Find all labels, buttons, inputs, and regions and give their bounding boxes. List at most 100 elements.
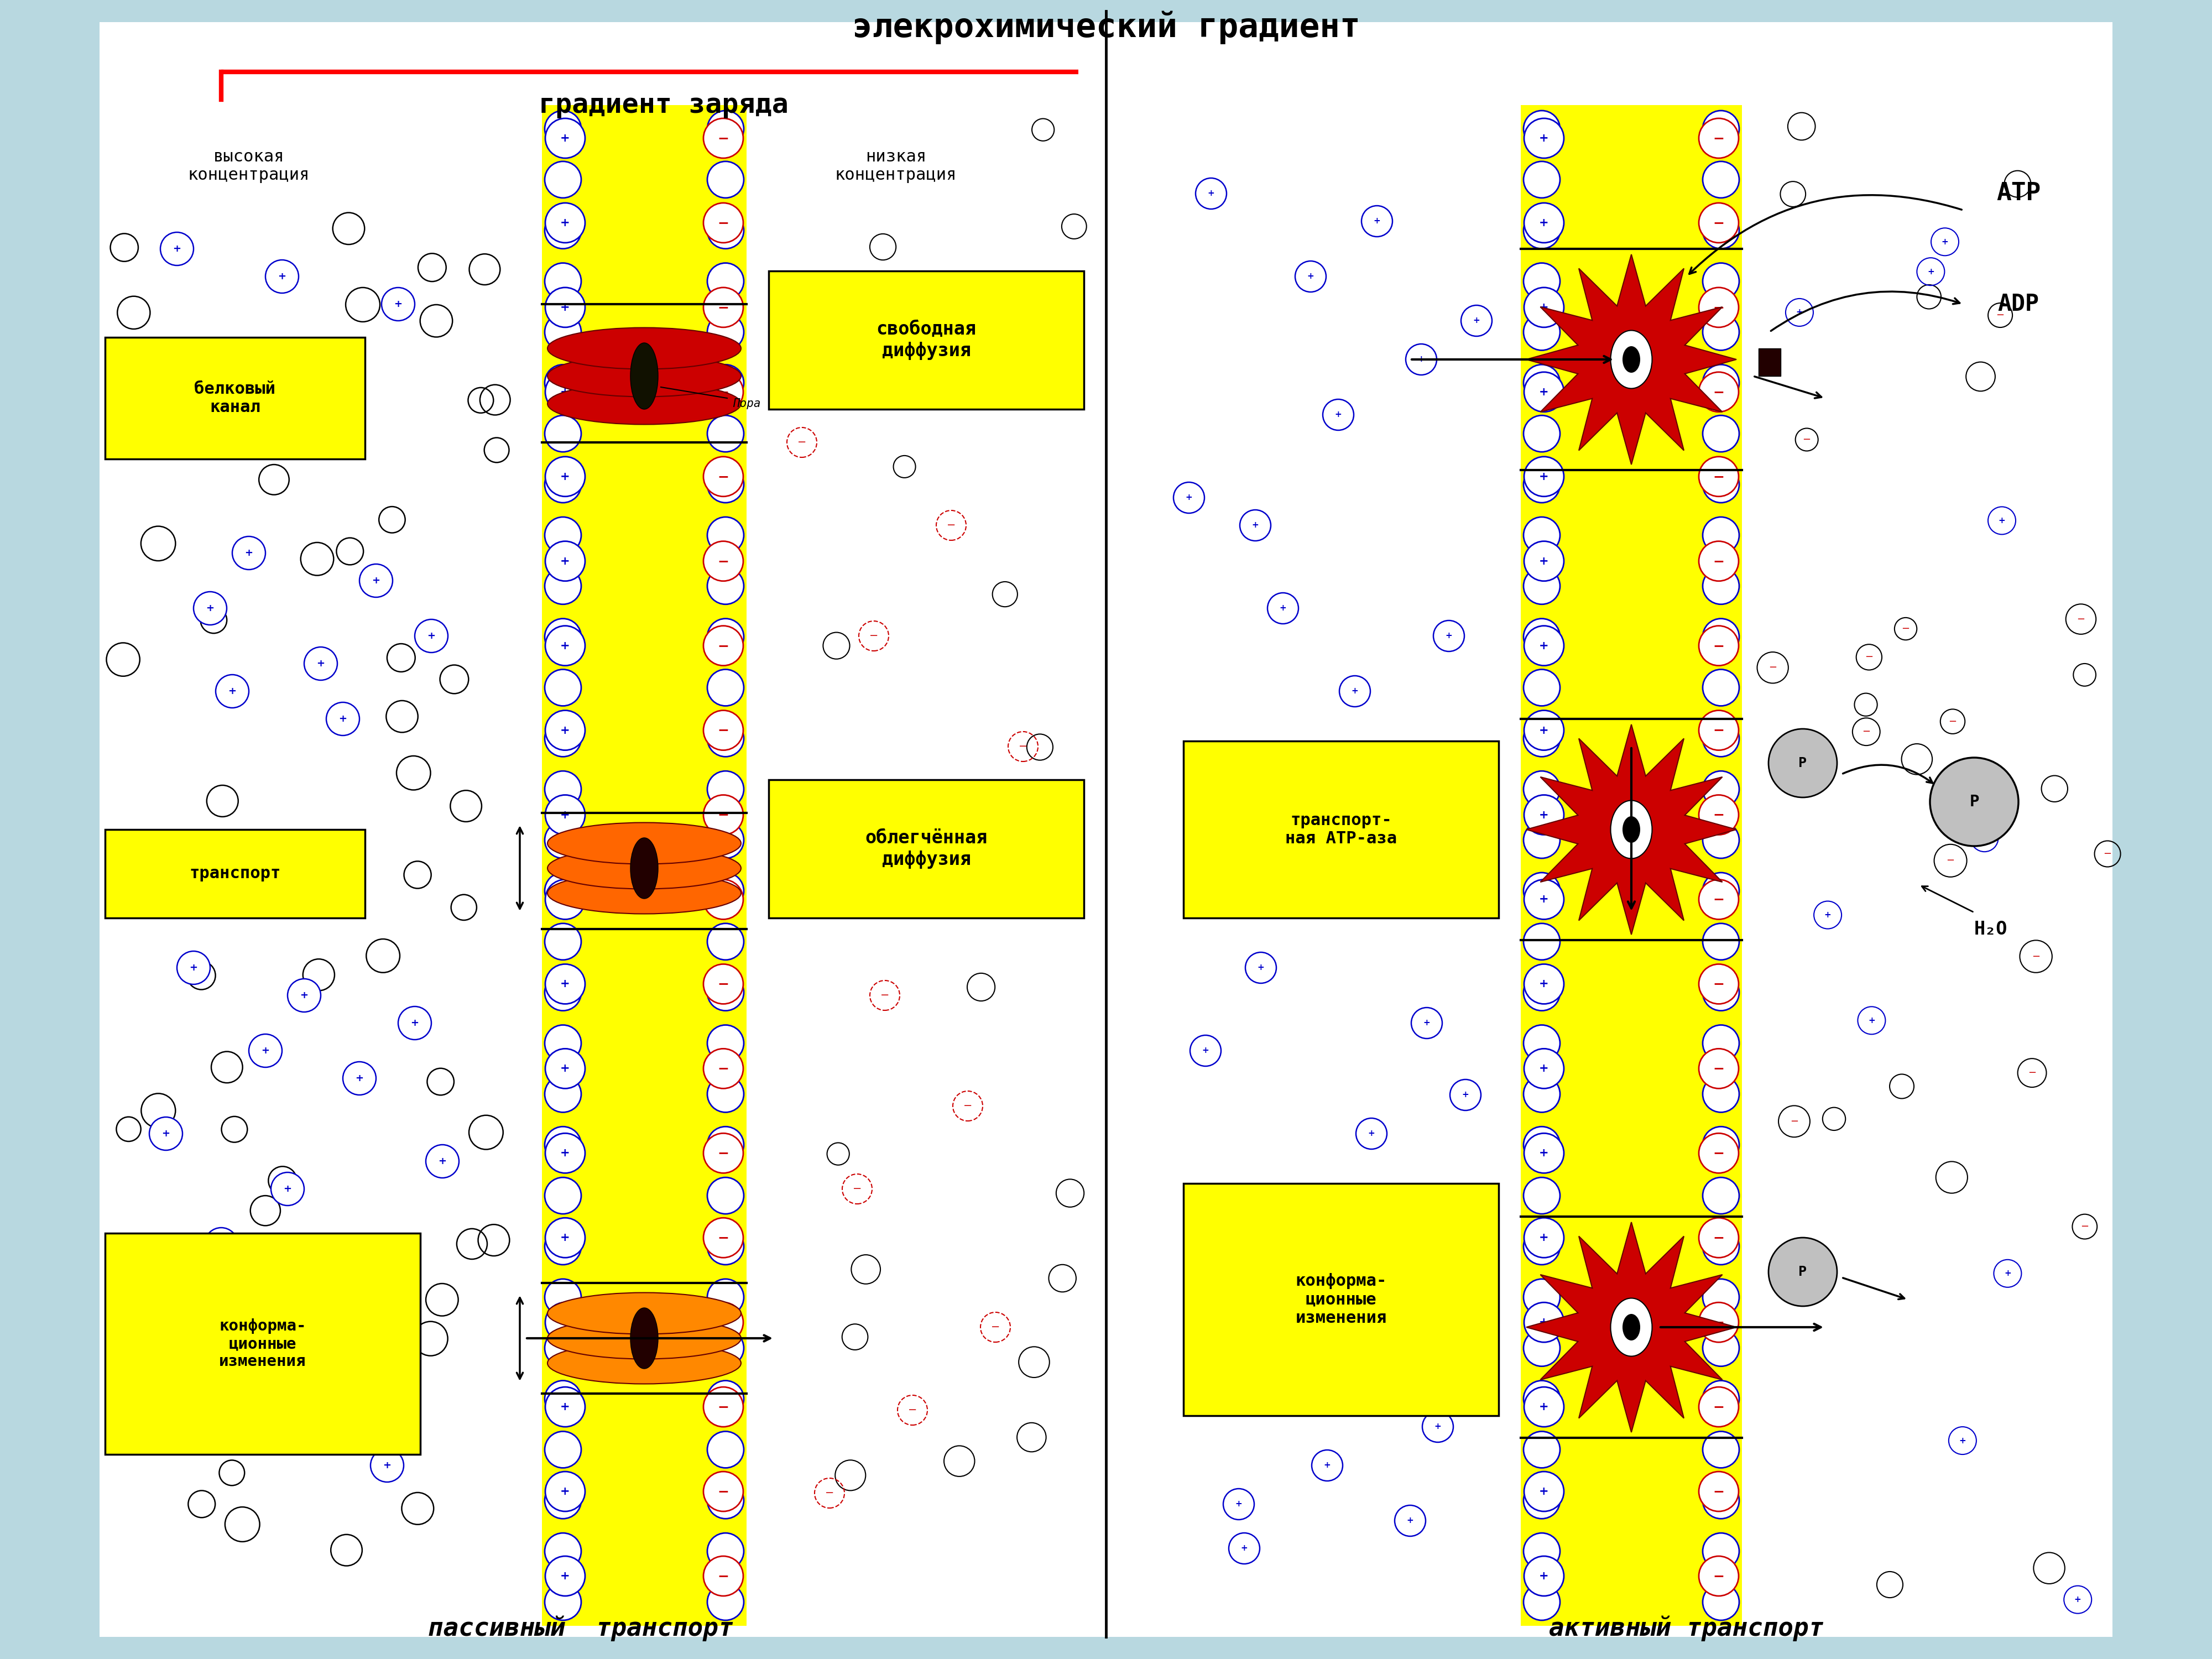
- Text: активный транспорт: активный транспорт: [1548, 1616, 1825, 1641]
- Circle shape: [1524, 264, 1559, 300]
- Circle shape: [1524, 1472, 1564, 1511]
- Circle shape: [703, 456, 743, 496]
- Text: −: −: [1863, 727, 1871, 737]
- Text: −: −: [1947, 856, 1955, 866]
- Circle shape: [544, 466, 582, 503]
- Circle shape: [544, 924, 582, 961]
- FancyBboxPatch shape: [106, 830, 365, 917]
- Text: +: +: [261, 1045, 270, 1055]
- Ellipse shape: [1624, 347, 1641, 373]
- Text: +: +: [338, 713, 347, 723]
- Text: Пора: Пора: [732, 398, 761, 410]
- Circle shape: [1524, 111, 1559, 148]
- Circle shape: [1524, 161, 1559, 197]
- Circle shape: [305, 647, 336, 680]
- Circle shape: [1703, 1481, 1739, 1518]
- Text: P: P: [1969, 795, 1980, 810]
- Circle shape: [1524, 771, 1559, 808]
- Circle shape: [1703, 1432, 1739, 1468]
- Text: высокая
концентрация: высокая концентрация: [188, 149, 310, 182]
- Circle shape: [546, 118, 584, 158]
- Circle shape: [544, 567, 582, 604]
- Text: +: +: [1473, 317, 1480, 325]
- Circle shape: [1524, 720, 1559, 757]
- Text: +: +: [279, 272, 285, 282]
- FancyBboxPatch shape: [106, 337, 365, 460]
- Text: +: +: [1418, 355, 1425, 363]
- Text: −: −: [1712, 723, 1725, 737]
- Text: −: −: [852, 1185, 863, 1194]
- Circle shape: [708, 924, 743, 961]
- Circle shape: [1703, 974, 1739, 1010]
- Ellipse shape: [549, 1317, 741, 1359]
- Text: −: −: [1712, 808, 1725, 821]
- Circle shape: [544, 1279, 582, 1316]
- Circle shape: [398, 1007, 431, 1040]
- Circle shape: [703, 964, 743, 1004]
- Circle shape: [288, 979, 321, 1012]
- Text: +: +: [1997, 516, 2006, 524]
- Circle shape: [544, 365, 582, 401]
- Circle shape: [703, 795, 743, 834]
- Circle shape: [1699, 1387, 1739, 1427]
- Ellipse shape: [630, 838, 659, 899]
- Circle shape: [544, 314, 582, 350]
- Text: −: −: [1712, 1062, 1725, 1075]
- Circle shape: [544, 974, 582, 1010]
- Circle shape: [1524, 873, 1559, 909]
- Ellipse shape: [630, 343, 659, 410]
- Circle shape: [703, 1302, 743, 1342]
- Text: +: +: [217, 1239, 226, 1249]
- Text: +: +: [1942, 237, 1949, 246]
- Circle shape: [1703, 1331, 1739, 1367]
- Circle shape: [195, 592, 228, 625]
- Text: −: −: [1712, 1485, 1725, 1498]
- Circle shape: [546, 1387, 584, 1427]
- Text: +: +: [1540, 471, 1548, 483]
- FancyBboxPatch shape: [1183, 742, 1500, 917]
- Circle shape: [1524, 372, 1564, 411]
- Text: +: +: [560, 556, 571, 567]
- Text: +: +: [228, 687, 237, 697]
- Circle shape: [1524, 964, 1564, 1004]
- Ellipse shape: [549, 848, 741, 889]
- Circle shape: [204, 1228, 239, 1261]
- Circle shape: [708, 111, 743, 148]
- Text: −: −: [1995, 310, 2004, 320]
- Circle shape: [1524, 212, 1559, 249]
- Circle shape: [1703, 1025, 1739, 1062]
- Text: P: P: [1798, 1266, 1807, 1279]
- Circle shape: [1699, 541, 1739, 581]
- Text: −: −: [717, 469, 730, 483]
- Text: +: +: [1374, 217, 1380, 226]
- Circle shape: [1703, 111, 1739, 148]
- Text: −: −: [717, 554, 730, 567]
- Circle shape: [544, 415, 582, 451]
- Text: −: −: [717, 639, 730, 652]
- Circle shape: [703, 372, 743, 411]
- Circle shape: [1524, 1228, 1559, 1264]
- Circle shape: [1524, 541, 1564, 581]
- Circle shape: [1524, 1302, 1564, 1342]
- Text: −: −: [1712, 554, 1725, 567]
- Text: +: +: [1462, 1092, 1469, 1100]
- Text: ATP: ATP: [1995, 182, 2042, 206]
- Circle shape: [1770, 1238, 1836, 1306]
- Circle shape: [1524, 1481, 1559, 1518]
- Circle shape: [544, 264, 582, 300]
- Text: +: +: [1241, 1545, 1248, 1553]
- Circle shape: [708, 1584, 743, 1621]
- Circle shape: [544, 1481, 582, 1518]
- Text: −: −: [869, 630, 878, 642]
- Circle shape: [1703, 1178, 1739, 1214]
- Circle shape: [1699, 879, 1739, 919]
- Circle shape: [1699, 1048, 1739, 1088]
- Circle shape: [1524, 456, 1564, 496]
- Circle shape: [1703, 466, 1739, 503]
- Circle shape: [1699, 795, 1739, 834]
- Circle shape: [708, 1432, 743, 1468]
- Circle shape: [1699, 964, 1739, 1004]
- Text: +: +: [1540, 387, 1548, 398]
- Circle shape: [544, 669, 582, 705]
- Text: −: −: [717, 1231, 730, 1244]
